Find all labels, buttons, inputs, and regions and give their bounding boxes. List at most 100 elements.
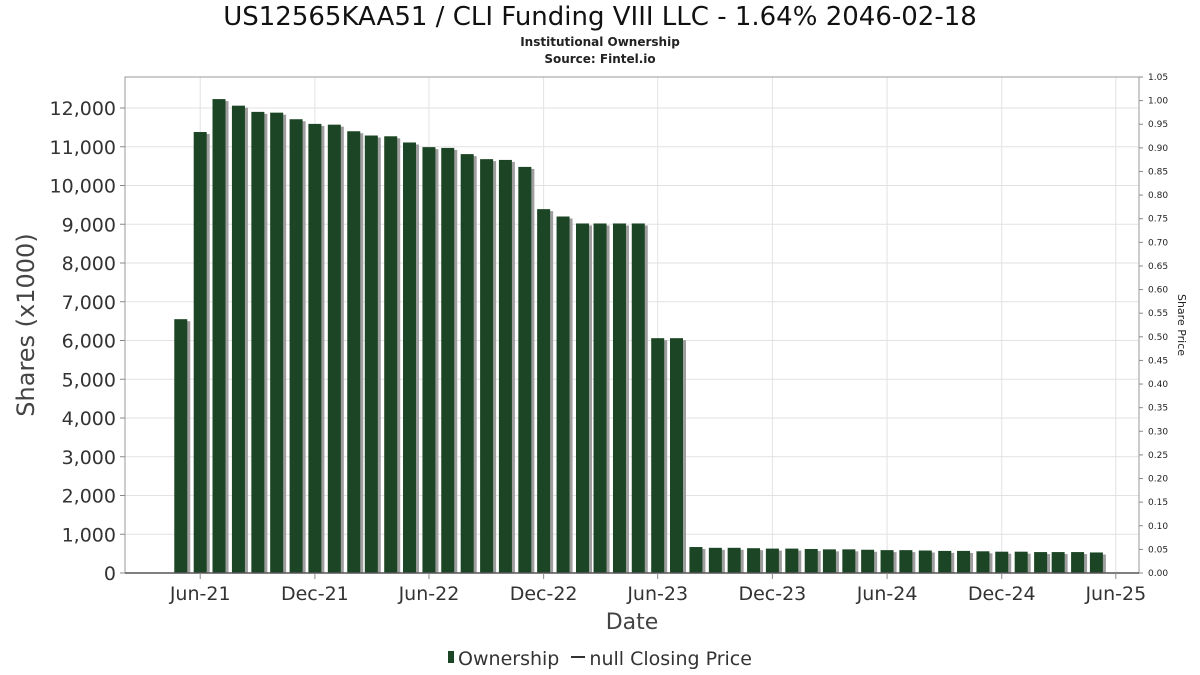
ownership-bar: [480, 159, 494, 573]
ownership-bar: [460, 154, 474, 574]
y-tick-label: 5,000: [62, 369, 116, 391]
left-axis-ticks: 0 1,000 2,000 3,000 4,000 5,000 6,000 7,000 8,00…: [50, 98, 125, 585]
ownership-bar: [918, 550, 932, 573]
ownership-bar: [765, 548, 779, 573]
ownership-bar: [174, 319, 188, 573]
y2-tick-label: 1.05: [1148, 73, 1168, 83]
y-tick-label: 6,000: [62, 331, 116, 353]
y2-tick-label: 0.50: [1148, 333, 1168, 343]
y-tick-label: 11,000: [50, 137, 116, 159]
chart-source: Source: Fintel.io: [544, 52, 656, 66]
x-axis-title: Date: [606, 610, 659, 635]
chart-subtitle: Institutional Ownership: [520, 35, 680, 49]
ownership-bar: [403, 142, 417, 574]
ownership-bar: [518, 166, 532, 573]
ownership-bar: [669, 338, 683, 573]
y2-tick-label: 0.05: [1148, 545, 1168, 555]
ownership-bar: [880, 550, 894, 573]
right-axis-ticks: 0.00 0.05 0.10 0.15 0.20 0.25 0.30 0.35 0.40 0.45…: [1139, 73, 1168, 579]
ownership-bar: [212, 99, 226, 574]
ownership-bar: [822, 549, 836, 573]
y2-tick-label: 0.30: [1148, 427, 1168, 437]
ownership-bar: [899, 550, 913, 573]
legend-ownership-label: Ownership: [458, 647, 560, 670]
ownership-bar: [1034, 552, 1048, 573]
ownership-bar: [575, 223, 589, 573]
y2-tick-label: 0.90: [1148, 144, 1168, 154]
ownership-swatch-icon: [448, 651, 455, 663]
x-tick-label: Jun-23: [626, 583, 688, 605]
y2-tick-label: 0.45: [1148, 356, 1168, 366]
price-line-swatch-icon: [571, 656, 586, 658]
legend-price-label: null Closing Price: [589, 647, 752, 670]
y-tick-label: 0: [104, 563, 116, 585]
ownership-bar: [422, 147, 436, 573]
y-tick-label: 4,000: [62, 408, 116, 430]
y-tick-label: 7,000: [62, 292, 116, 314]
y2-tick-label: 0.75: [1148, 215, 1168, 225]
y2-tick-label: 0.80: [1148, 191, 1168, 201]
y-tick-label: 2,000: [62, 486, 116, 508]
ownership-bar: [651, 338, 665, 573]
y-tick-label: 8,000: [62, 253, 116, 275]
y-tick-label: 1,000: [62, 524, 116, 546]
ownership-bar: [727, 547, 741, 573]
ownership-bar: [556, 216, 570, 573]
ownership-bar: [364, 135, 378, 573]
y2-tick-label: 0.25: [1148, 451, 1168, 461]
ownership-bar: [842, 549, 856, 573]
y2-tick-label: 0.20: [1148, 475, 1168, 485]
x-tick-label: Dec-23: [738, 583, 806, 605]
ownership-bar: [1051, 552, 1065, 573]
ownership-bar: [689, 547, 703, 573]
ownership-bar: [1071, 552, 1085, 573]
y2-tick-label: 0.85: [1148, 167, 1168, 177]
y2-axis-title: Share Price: [1175, 294, 1188, 356]
ownership-bar: [289, 119, 303, 574]
ownership-bar: [251, 111, 265, 573]
ownership-bar: [708, 547, 722, 573]
ownership-bar: [804, 548, 818, 573]
plot-frame: [124, 76, 1140, 574]
ownership-bar: [631, 223, 645, 573]
y2-tick-label: 0.95: [1148, 120, 1168, 130]
x-axis-ticks: Jun-21 Dec-21 Jun-22 Dec-22 Jun-23 Dec-23 Jun-…: [169, 573, 1146, 605]
legend-item-price[interactable]: null Closing Price: [565, 648, 752, 670]
ownership-bar: [995, 551, 1009, 573]
x-tick-label: Jun-21: [169, 583, 231, 605]
ownership-bar: [193, 132, 207, 573]
legend-item-ownership[interactable]: Ownership: [448, 648, 559, 670]
bars-layer: [174, 99, 1106, 574]
ownership-bar: [231, 105, 245, 574]
ownership-bar: [441, 147, 455, 573]
y2-tick-label: 0.15: [1148, 498, 1168, 508]
ownership-bar: [537, 209, 551, 573]
y2-tick-label: 0.40: [1148, 380, 1168, 390]
y-tick-label: 3,000: [62, 447, 116, 469]
ownership-bar: [785, 548, 799, 573]
ownership-bar: [384, 136, 398, 573]
ownership-bar: [747, 548, 761, 573]
y2-tick-label: 0.70: [1148, 238, 1168, 248]
y2-tick-label: 0.35: [1148, 404, 1168, 414]
ownership-bar: [1014, 551, 1028, 573]
ownership-bar: [308, 123, 322, 573]
chart-title: US12565KAA51 / CLI Funding VIII LLC - 1.…: [223, 2, 977, 32]
y2-tick-label: 0.60: [1148, 286, 1168, 296]
ownership-bar: [938, 550, 952, 573]
ownership-bar: [861, 549, 875, 573]
y2-tick-label: 0.10: [1148, 522, 1168, 532]
y2-tick-label: 0.65: [1148, 262, 1168, 272]
ownership-bar: [327, 124, 341, 573]
x-tick-label: Dec-22: [510, 583, 578, 605]
y-tick-label: 10,000: [50, 176, 116, 198]
x-tick-label: Dec-21: [281, 583, 349, 605]
x-tick-label: Jun-25: [1084, 583, 1146, 605]
ownership-bar: [976, 551, 990, 573]
y2-tick-label: 1.00: [1148, 97, 1168, 107]
ownership-bar: [270, 112, 284, 574]
x-tick-label: Jun-22: [398, 583, 460, 605]
x-tick-label: Jun-24: [856, 583, 918, 605]
y2-tick-label: 0.55: [1148, 309, 1168, 319]
ownership-bar: [498, 159, 512, 574]
